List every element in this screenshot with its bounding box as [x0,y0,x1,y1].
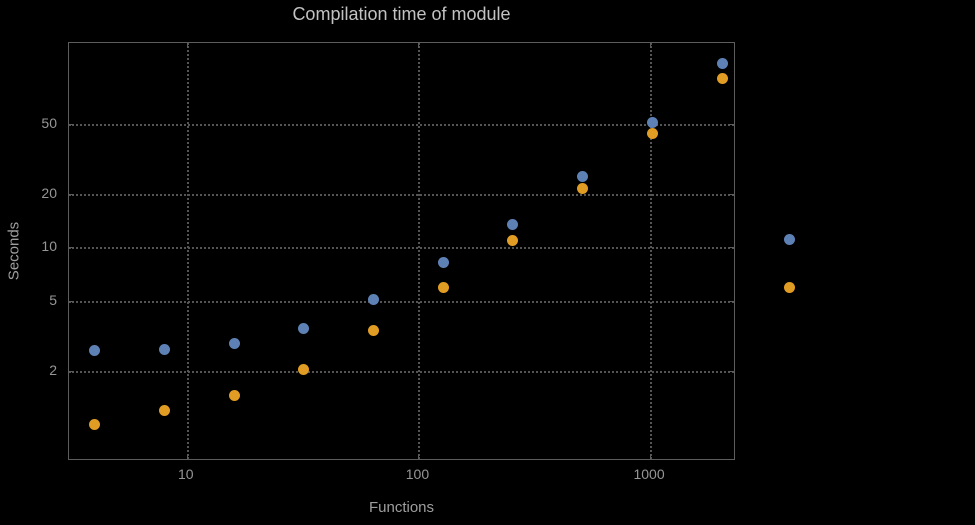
gridline-horizontal [69,371,734,374]
y-tick-label: 5 [49,291,57,308]
x-tick-mark [418,454,420,459]
plot-area [68,42,735,460]
data-point-series-2 [646,128,658,140]
x-tick-mark [186,43,188,48]
y-tick-mark [729,247,734,249]
x-tick-mark [186,454,188,459]
gridline-vertical [186,43,189,459]
data-point-series-1 [507,218,519,230]
data-point-series-1 [646,116,658,128]
data-point-series-2 [228,390,240,402]
data-point-series-2 [437,282,449,294]
y-tick-label: 2 [49,362,57,379]
y-tick-mark [69,194,74,196]
data-point-series-1 [228,338,240,350]
x-tick-label: 10 [178,466,194,482]
y-tick-label: 10 [41,238,57,255]
gridline-vertical [418,43,421,459]
gridline-horizontal [69,300,734,303]
data-point-series-1 [716,57,728,69]
x-tick-mark [650,43,652,48]
gridline-vertical [650,43,653,459]
y-tick-mark [729,194,734,196]
x-tick-mark [650,454,652,459]
x-tick-label: 100 [405,466,430,482]
gridline-horizontal [69,247,734,250]
data-point-series-1 [437,257,449,269]
gridline-horizontal [69,123,734,126]
data-point-series-2 [158,404,170,416]
y-tick-mark [729,371,734,373]
x-axis-label: Functions [368,499,435,516]
x-tick-mark [418,43,420,48]
data-point-series-1 [298,322,310,334]
y-tick-label: 20 [41,185,57,202]
y-tick-mark [729,300,734,302]
y-tick-mark [729,123,734,125]
data-point-series-1 [158,343,170,355]
data-point-series-1 [89,345,101,357]
data-point-series-1 [577,171,589,183]
data-point-series-2 [577,183,589,195]
data-point-series-2 [507,234,519,246]
gridline-horizontal [69,194,734,197]
y-tick-mark [69,371,74,373]
legend-marker-series-2 [784,282,795,293]
data-point-series-2 [89,418,101,430]
x-tick-label: 1000 [633,466,665,482]
y-tick-label: 50 [41,114,57,131]
legend-marker-series-1 [784,234,795,245]
data-point-series-2 [368,324,380,336]
data-point-series-2 [716,73,728,85]
y-tick-mark [69,123,74,125]
data-point-series-1 [368,293,380,305]
chart-title: Compilation time of module [292,4,511,24]
y-tick-mark [69,247,74,249]
y-tick-mark [69,300,74,302]
data-point-series-2 [298,363,310,375]
